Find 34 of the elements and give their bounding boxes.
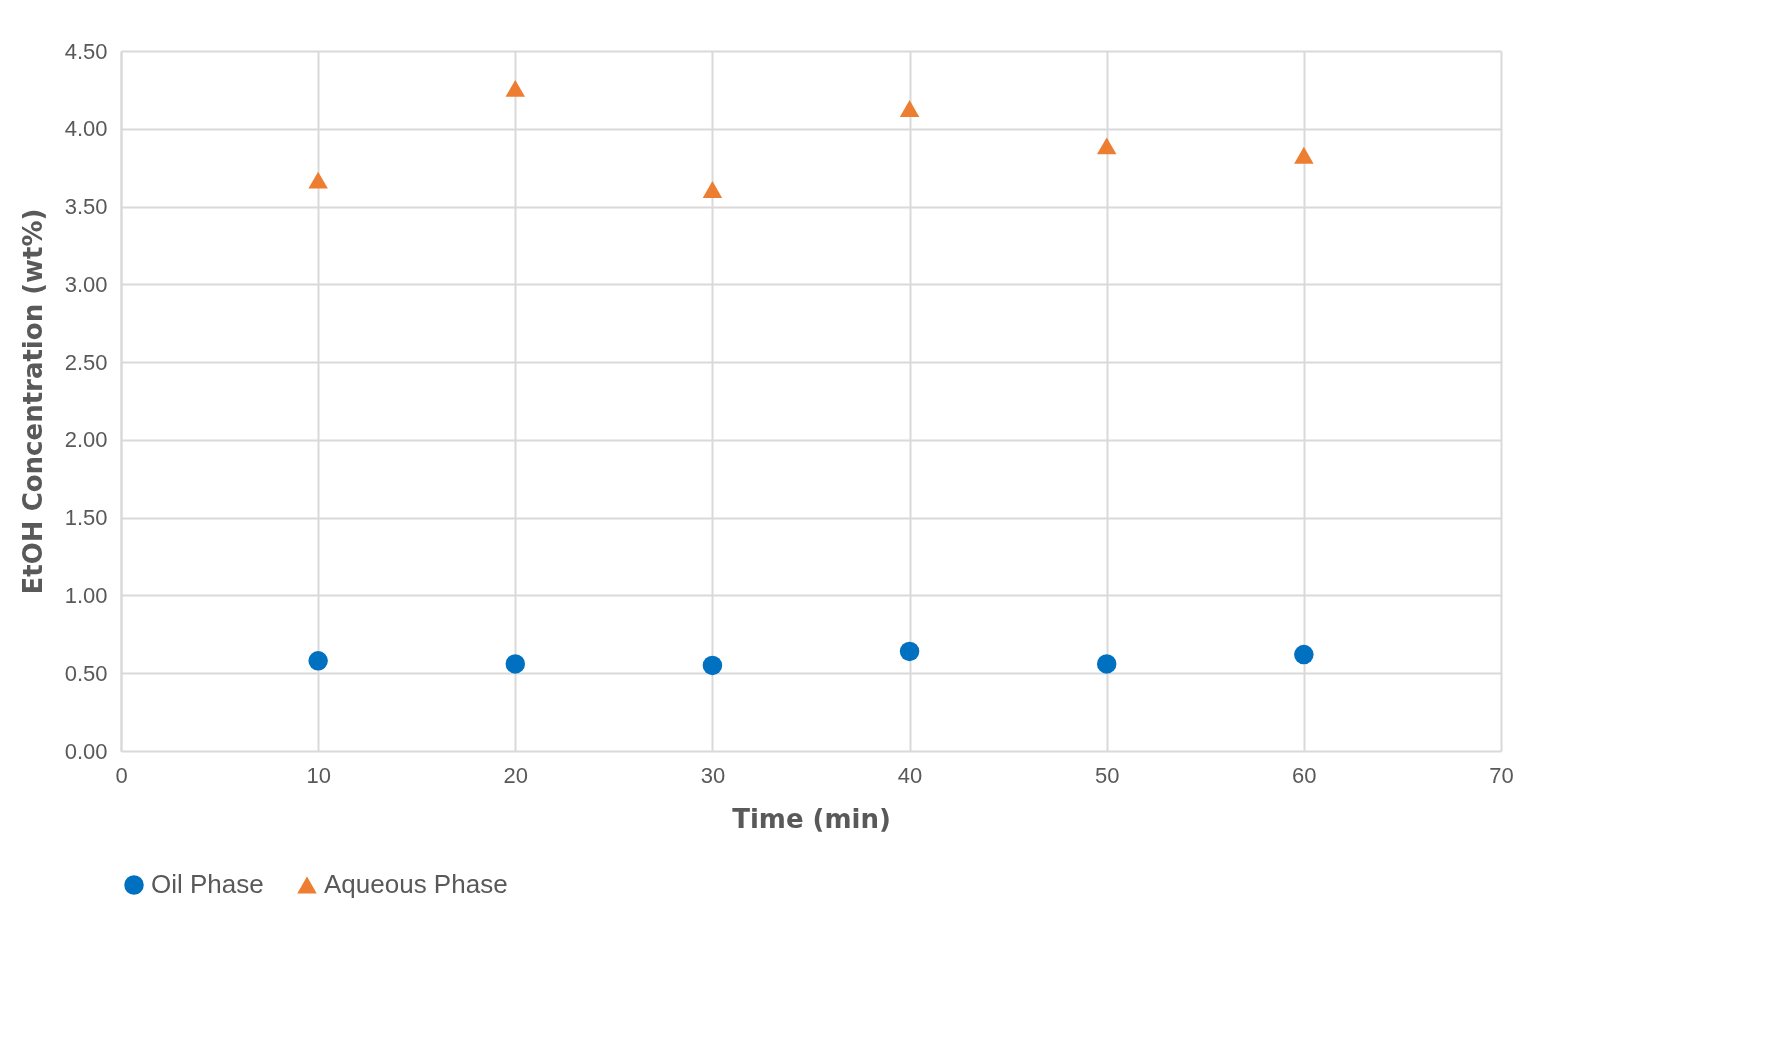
point [505, 654, 526, 674]
point [1096, 137, 1117, 155]
y-tick-label: 4.00 [64, 116, 108, 142]
x-tick-label: 20 [503, 762, 529, 788]
y-tick-label: 0.50 [64, 660, 108, 686]
point [308, 651, 328, 671]
point [702, 181, 723, 198]
y-tick-label: 0.00 [64, 738, 108, 764]
x-tick-label: 40 [897, 762, 923, 788]
point [899, 641, 920, 662]
x-axis-title: Time (min) [732, 803, 891, 834]
x-tick-label: 0 [115, 762, 128, 788]
x-tick-label: 70 [1489, 762, 1514, 788]
y-tick-label: 2.00 [64, 427, 108, 453]
legend-label: Oil Phase [151, 869, 264, 899]
legend-label: Aqueous Phase [324, 869, 508, 899]
point [899, 100, 920, 117]
y-tick-label: 3.00 [64, 271, 108, 297]
point [308, 171, 328, 189]
y-tick-label: 1.50 [64, 505, 108, 531]
point [505, 79, 526, 97]
x-tick-label: 50 [1094, 762, 1120, 788]
point [1294, 644, 1314, 665]
point [1096, 654, 1117, 674]
x-tick-label: 10 [306, 762, 331, 788]
y-axis-title: EtOH Concentration (wt%) [17, 208, 48, 595]
y-tick-label: 1.00 [64, 582, 108, 608]
point [702, 655, 723, 676]
x-tick-label: 60 [1292, 762, 1317, 788]
x-tick-label: 30 [700, 762, 726, 788]
y-tick-label: 2.50 [64, 349, 108, 375]
y-tick-label: 4.50 [64, 38, 108, 64]
y-tick-label: 3.50 [64, 194, 108, 220]
point [1294, 146, 1314, 164]
